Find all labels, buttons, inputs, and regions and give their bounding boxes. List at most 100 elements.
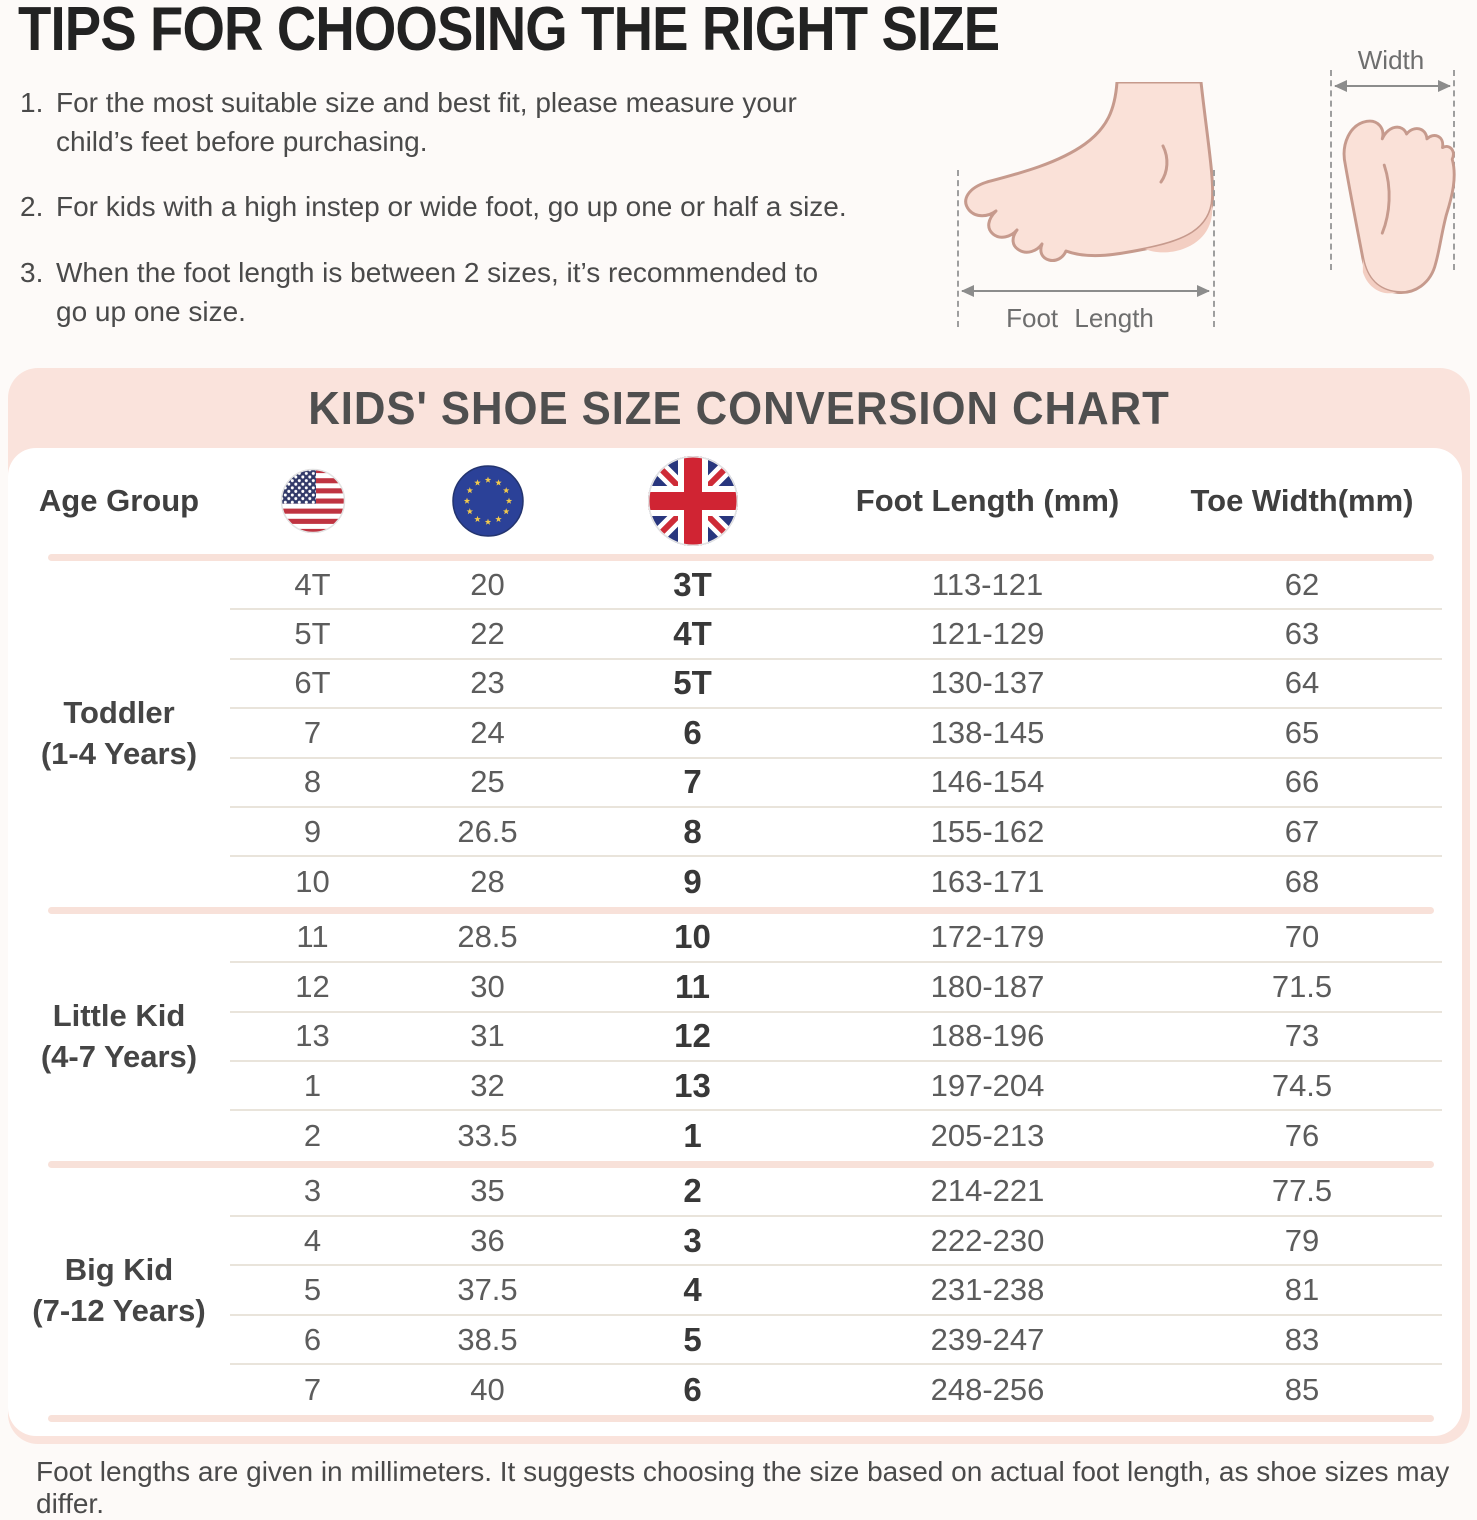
foot-length-cell: 113-121 <box>931 566 1044 602</box>
table-row: 8 25 7 146-154 66 <box>230 759 1442 808</box>
us-size-cell: 7 <box>303 1371 322 1407</box>
uk-size-cell: 8 <box>683 812 702 850</box>
eu-size-cell: 36 <box>470 1222 505 1258</box>
us-size-cell: 7 <box>303 714 322 750</box>
eu-size-cell: 35 <box>470 1173 505 1209</box>
us-size-cell: 13 <box>295 1018 330 1054</box>
toe-width-header: Toe Width(mm) <box>1190 483 1414 518</box>
us-size-cell: 4T <box>294 566 331 602</box>
age-section: Big Kid (7-12 Years) 3 35 2 214-221 77.5 4 36 3 22… <box>8 1168 1462 1415</box>
table-row: 10 28 9 163-171 68 <box>230 857 1442 906</box>
us-size-cell: 8 <box>303 764 322 800</box>
foot-length-cell: 130-137 <box>930 665 1045 701</box>
us-size-cell: 3 <box>303 1173 322 1209</box>
eu-size-cell: 22 <box>470 616 505 652</box>
eu-size-cell: 24 <box>470 714 505 750</box>
table-row: 4 36 3 222-230 79 <box>230 1217 1442 1267</box>
foot-length-cell: 163-171 <box>930 864 1045 900</box>
age-group-line: (7-12 Years) <box>32 1293 206 1329</box>
table-header-row: Age Group <box>8 448 1462 554</box>
table-row: 6 38.5 5 239-247 83 <box>230 1316 1442 1366</box>
tip-number: 3. <box>20 256 44 288</box>
uk-size-cell: 13 <box>674 1066 711 1104</box>
toe-width-cell: 74.5 <box>1271 1067 1333 1103</box>
section-rows: 4T 20 3T 113-121 62 5T 22 4T 121-129 63 6T 23 5T 130-… <box>230 561 1442 907</box>
eu-size-cell: 31 <box>470 1018 505 1054</box>
uk-size-cell: 3T <box>673 565 712 603</box>
table-row: 13 31 12 188-196 73 <box>230 1013 1442 1062</box>
us-size-cell: 1 <box>303 1067 322 1103</box>
section-separator <box>48 1160 1434 1168</box>
tips-list: 1. For the most suitable size and best fi… <box>20 84 900 358</box>
table-row: 9 26.5 8 155-162 67 <box>230 808 1442 858</box>
us-flag-icon <box>230 468 395 534</box>
toe-width-cell: 68 <box>1284 864 1320 900</box>
foot-length-header: Foot Length (mm) <box>855 483 1120 518</box>
age-group-label: Toddler (1-4 Years) <box>8 561 230 907</box>
footnote: Foot lengths are given in millimeters. I… <box>36 1456 1450 1519</box>
foot-length-cell: 222-230 <box>930 1222 1045 1258</box>
foot-length-diagram: Foot Length <box>930 45 1230 335</box>
eu-size-cell: 32 <box>470 1067 505 1103</box>
eu-size-cell: 28 <box>470 864 505 900</box>
us-size-cell: 9 <box>303 813 322 849</box>
eu-size-cell: 40 <box>470 1371 505 1407</box>
toe-width-cell: 66 <box>1284 764 1320 800</box>
uk-size-cell: 9 <box>683 863 702 901</box>
foot-length-arrow <box>961 285 1210 297</box>
toe-width-cell: 63 <box>1284 616 1320 652</box>
measure-line-left <box>957 170 959 327</box>
uk-size-cell: 6 <box>683 1370 702 1408</box>
eu-size-cell: 28.5 <box>457 919 518 955</box>
foot-length-cell: 214-221 <box>930 1173 1045 1209</box>
eu-size-cell: 38.5 <box>457 1321 518 1357</box>
uk-size-cell: 7 <box>683 763 702 801</box>
foot-length-cell: 231-238 <box>930 1272 1045 1308</box>
foot-length-cell: 172-179 <box>930 919 1045 955</box>
tip-text: When the foot length is between 2 sizes,… <box>56 256 819 327</box>
chart-title: KIDS' SHOE SIZE CONVERSION CHART <box>308 382 1170 434</box>
foot-length-cell: 205-213 <box>930 1117 1045 1153</box>
age-group-header: Age Group <box>38 483 200 518</box>
table-row: 5 37.5 4 231-238 81 <box>230 1266 1442 1316</box>
age-section: Little Kid (4-7 Years) 11 28.5 10 172-179 70 12… <box>8 914 1462 1161</box>
foot-length-cell: 188-196 <box>930 1018 1045 1054</box>
tip-item: 2. For kids with a high instep or wide fo… <box>20 188 900 227</box>
tip-item: 3. When the foot length is between 2 size… <box>20 254 900 331</box>
uk-size-cell: 5 <box>683 1320 702 1358</box>
uk-flag-icon <box>580 455 805 547</box>
tip-number: 2. <box>20 191 44 223</box>
foot-length-cell: 180-187 <box>930 968 1045 1004</box>
us-size-cell: 10 <box>295 864 330 900</box>
us-size-cell: 6 <box>303 1321 322 1357</box>
tip-text: For kids with a high instep or wide foot… <box>56 191 847 223</box>
toe-width-cell: 76 <box>1284 1117 1320 1153</box>
foot-length-label: Foot Length <box>1006 303 1154 333</box>
eu-size-cell: 23 <box>470 665 505 701</box>
toe-width-cell: 81 <box>1284 1272 1320 1308</box>
section-separator <box>48 1414 1434 1422</box>
tip-number: 1. <box>20 87 44 118</box>
foot-side-view-icon <box>964 82 1215 262</box>
page-title: TIPS FOR CHOOSING THE RIGHT SIZE <box>18 0 1000 64</box>
table-row: 4T 20 3T 113-121 62 <box>230 561 1442 611</box>
table-row: 12 30 11 180-187 71.5 <box>230 963 1442 1013</box>
age-group-line: (4-7 Years) <box>40 1039 198 1075</box>
foot-length-cell: 121-129 <box>930 616 1045 652</box>
table-row: 5T 22 4T 121-129 63 <box>230 610 1442 660</box>
eu-size-cell: 26.5 <box>457 813 518 849</box>
toe-width-cell: 77.5 <box>1271 1173 1333 1209</box>
table-row: 1 32 13 197-204 74.5 <box>230 1062 1442 1112</box>
table-row: 2 33.5 1 205-213 76 <box>230 1111 1442 1160</box>
uk-size-cell: 1 <box>683 1116 702 1154</box>
eu-size-cell: 30 <box>470 968 505 1004</box>
section-rows: 11 28.5 10 172-179 70 12 30 11 180-187 71.5 13 31 12… <box>230 914 1442 1161</box>
size-chart-panel: KIDS' SHOE SIZE CONVERSION CHART Age Gro… <box>8 368 1470 1444</box>
toe-width-cell: 73 <box>1284 1018 1320 1054</box>
table-body: Toddler (1-4 Years) 4T 20 3T 113-121 62 5T 22 4T 1… <box>8 561 1462 1422</box>
eu-size-cell: 25 <box>470 764 505 800</box>
uk-size-cell: 11 <box>675 967 710 1005</box>
table-row: 6T 23 5T 130-137 64 <box>230 660 1442 710</box>
us-size-cell: 5T <box>294 616 331 652</box>
